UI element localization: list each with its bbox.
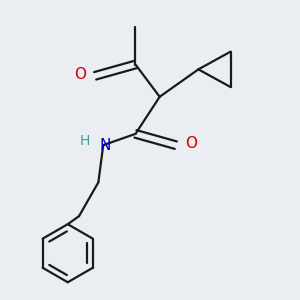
Text: N: N	[99, 138, 110, 153]
Text: O: O	[74, 67, 86, 82]
Text: H: H	[79, 134, 90, 148]
Text: O: O	[185, 136, 197, 151]
